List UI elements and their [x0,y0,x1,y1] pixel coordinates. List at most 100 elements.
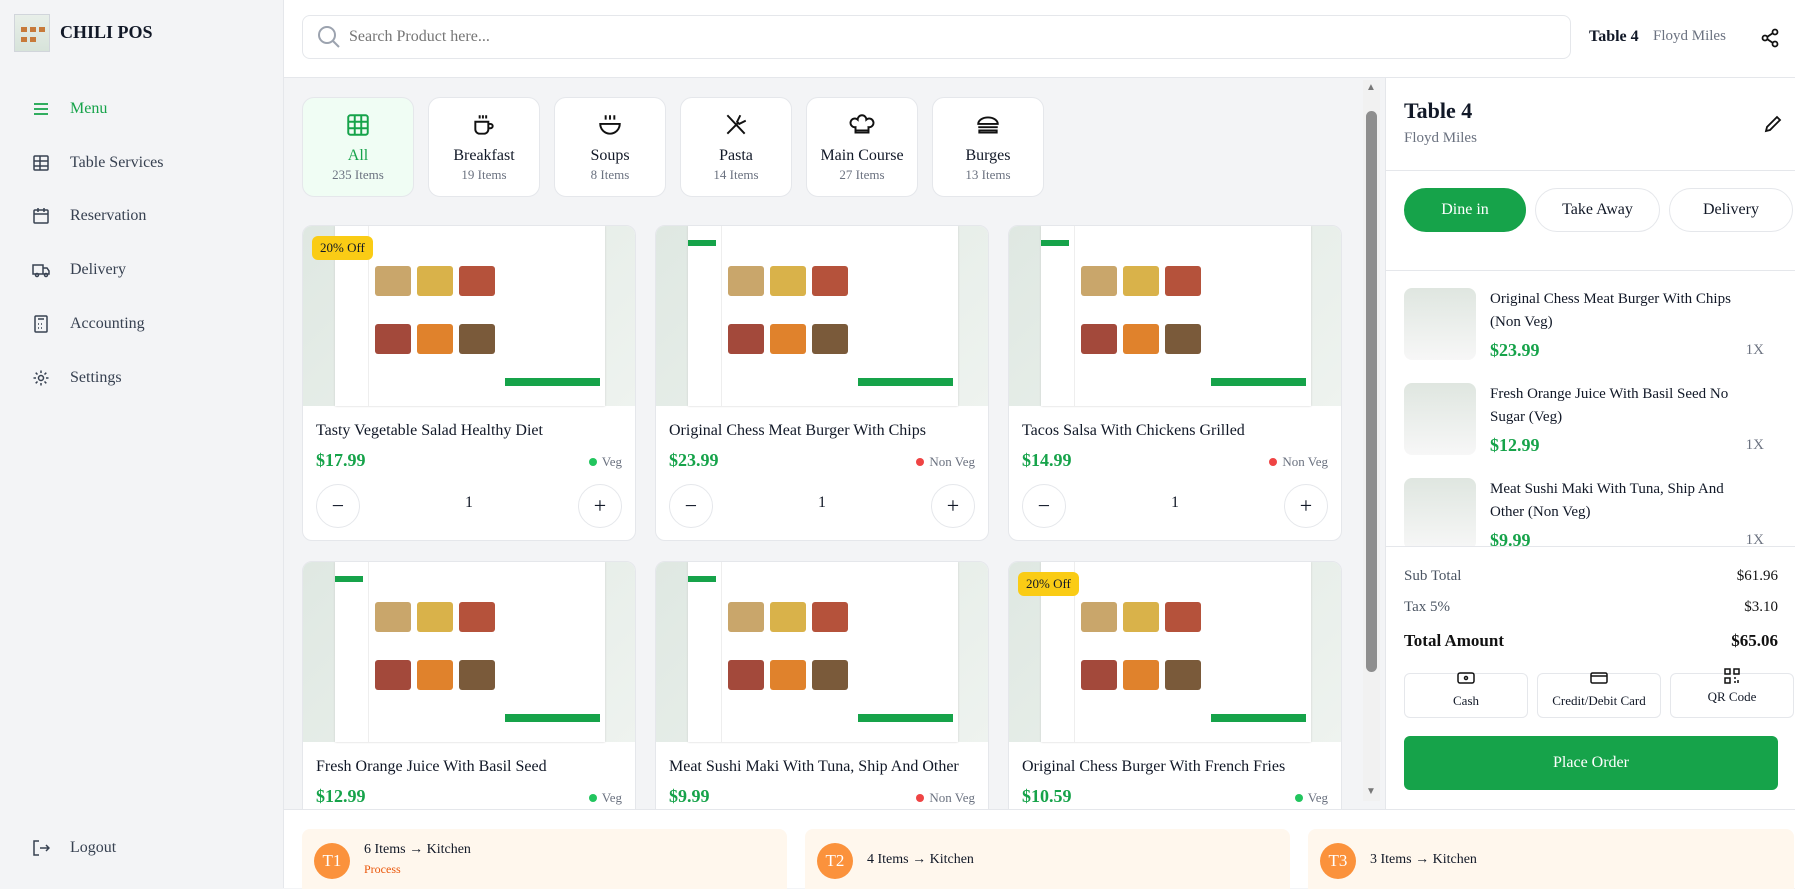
scroll-thumb[interactable] [1366,111,1377,672]
product-price: $10.59 [1022,786,1072,806]
category-soups[interactable]: Soups 8 Items [554,97,666,197]
product-price: $23.99 [669,450,719,470]
sidebar-item-menu[interactable]: Menu [32,100,107,118]
category-count: 14 Items [713,167,759,182]
search-input[interactable] [349,28,1549,46]
brand-name: CHILI POS [60,22,153,42]
qr-code-button[interactable]: QR Code [1670,668,1794,718]
diet-tag: Non Veg [916,454,975,470]
category-count: 235 Items [332,167,384,182]
order-item[interactable]: Fresh Orange Juice With Basil Seed No Su… [1404,383,1784,463]
sidebar-item-table-services[interactable]: Table Services [32,154,164,172]
menu-icon [34,103,48,115]
sidebar-item-accounting[interactable]: Accounting [32,315,145,333]
decrease-button[interactable]: − [316,484,360,528]
dine-in-button[interactable]: Dine in [1404,188,1526,232]
order-item-price: $12.99 [1490,435,1540,455]
grid-icon [347,114,369,136]
product-name: Original Chess Burger With French Fries [1022,758,1286,775]
order-item[interactable]: Original Chess Meat Burger With Chips (N… [1404,288,1784,368]
decrease-button[interactable]: − [1022,484,1066,528]
discount-badge: 20% Off [312,236,373,260]
product-image: 20% Off [1009,562,1341,742]
category-pasta[interactable]: Pasta 14 Items [680,97,792,197]
cash-icon [1457,672,1475,684]
ticket-id: T3 [1320,843,1356,879]
sidebar-item-settings[interactable]: Settings [32,369,122,387]
category-count: 27 Items [839,167,885,182]
plus-icon: + [946,493,960,518]
order-item-image [1404,478,1476,546]
ticket-id: T2 [817,843,853,879]
category-count: 8 Items [590,167,630,182]
sidebar-item-label: Table Services [70,154,164,171]
diet-label: Non Veg [929,790,975,805]
ticket-status: Process [364,862,401,876]
sidebar-item-reservation[interactable]: Reservation [32,207,146,225]
diet-tag: Veg [588,454,622,470]
order-item[interactable]: Meat Sushi Maki With Tuna, Ship And Othe… [1404,478,1784,546]
calculator-icon [34,315,48,333]
increase-button[interactable]: + [931,484,975,528]
subtotal-value: $61.96 [1736,568,1778,584]
scroll-down-icon[interactable]: ▼ [1366,786,1376,797]
order-item-qty: 1X [1745,437,1764,453]
diet-dot-icon [588,458,597,466]
scroll-up-icon[interactable]: ▲ [1366,82,1376,93]
increase-button[interactable]: + [578,484,622,528]
order-item-name: Fresh Orange Juice With Basil Seed No Su… [1490,386,1729,425]
order-item-price: $23.99 [1490,340,1540,360]
chef-hat-icon [849,114,875,134]
category-burges[interactable]: Burges 13 Items [932,97,1044,197]
logout-button[interactable]: Logout [32,839,116,857]
header-table: Table 4 [1589,28,1639,45]
product-price: $14.99 [1022,450,1072,470]
edit-icon[interactable] [1763,114,1783,134]
order-item-image [1404,383,1476,455]
product-name: Fresh Orange Juice With Basil Seed [316,758,547,775]
category-all[interactable]: All 235 Items [302,97,414,197]
take-away-button[interactable]: Take Away [1535,188,1660,232]
cash-button[interactable]: Cash [1404,672,1528,718]
minus-icon: − [331,493,345,518]
product-image [656,226,988,406]
kitchen-ticket[interactable]: T1 6 Items → Kitchen Process [302,829,787,889]
kitchen-ticket[interactable]: T2 4 Items → Kitchen [805,829,1290,889]
soup-icon [599,115,621,135]
plus-icon: + [593,493,607,518]
search-bar[interactable] [302,15,1571,59]
category-name: Burges [965,147,1011,164]
place-order-button[interactable]: Place Order [1404,736,1778,790]
decrease-button[interactable]: − [669,484,713,528]
minus-icon: − [1037,493,1051,518]
product-card[interactable]: 20% Off Tasty Vegetable Salad Healthy Di… [302,225,636,541]
quantity-value: 1 [1171,494,1179,511]
credit-card-icon [1590,672,1608,684]
order-item-qty: 1X [1745,342,1764,358]
gear-icon [33,370,49,386]
share-icon[interactable] [1761,28,1779,48]
product-card[interactable]: Original Chess Meat Burger With Chips $2… [655,225,989,541]
total-value: $65.06 [1731,631,1778,650]
product-card[interactable]: Tacos Salsa With Chickens Grilled $14.99… [1008,225,1342,541]
quantity-value: 1 [465,494,473,511]
diet-label: Non Veg [929,454,975,469]
product-scrollbar[interactable]: ▲ ▼ [1363,80,1380,801]
order-item-qty: 1X [1745,532,1764,546]
card-button[interactable]: Credit/Debit Card [1537,672,1661,718]
category-breakfast[interactable]: Breakfast 19 Items [428,97,540,197]
product-name: Original Chess Meat Burger With Chips [669,422,926,439]
category-count: 13 Items [965,167,1011,182]
diet-dot-icon [916,458,925,466]
coffee-icon [474,115,494,135]
ticket-text: 6 Items → Kitchen [364,842,471,857]
table-icon [33,155,49,171]
total-row: Total Amount $65.06 [1404,631,1778,651]
sidebar-item-delivery[interactable]: Delivery [32,261,126,279]
order-item-image [1404,288,1476,360]
kitchen-ticket[interactable]: T3 3 Items → Kitchen [1308,829,1794,889]
delivery-button[interactable]: Delivery [1669,188,1793,232]
category-main-course[interactable]: Main Course 27 Items [806,97,918,197]
increase-button[interactable]: + [1284,484,1328,528]
logout-icon [33,840,50,856]
